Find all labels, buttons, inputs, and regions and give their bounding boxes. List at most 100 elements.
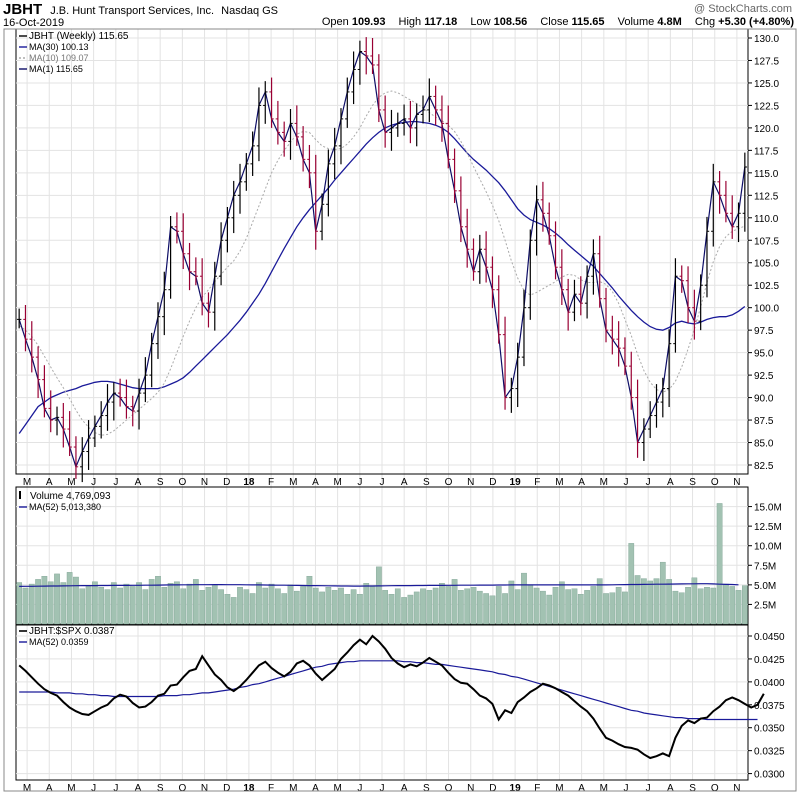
ratio-tick-label: 0.0375 (754, 701, 785, 712)
volume-bar (110, 582, 117, 625)
volume-bar (218, 589, 224, 625)
volume-bar (666, 579, 672, 625)
volume-bar (495, 586, 502, 625)
volume-bar (577, 594, 584, 625)
month-label: N (201, 477, 208, 488)
volume-bar (527, 584, 534, 625)
volume-bar (312, 587, 319, 625)
volume-bar (161, 587, 168, 625)
volume-bar (678, 592, 685, 625)
volume-bar (262, 587, 269, 625)
volume-bar (136, 582, 142, 625)
chart-border (3, 28, 797, 792)
month-label: A (578, 477, 585, 488)
volume-bar (92, 581, 98, 625)
volume-bar (514, 589, 521, 625)
month-label: J (646, 477, 651, 488)
price-legend-entry: MA(30) 100.13 (29, 42, 89, 52)
volume-bar (394, 588, 401, 625)
price-tick-label: 127.5 (754, 56, 779, 67)
volume-bar (224, 594, 231, 625)
volume-bar (211, 584, 218, 625)
price-tick-label: 97.5 (754, 326, 774, 337)
volume-bar (483, 593, 489, 625)
volume-tick-label: 7.5M (754, 561, 776, 572)
volume-bar (300, 586, 306, 625)
price-tick-label: 110.0 (754, 214, 779, 225)
month-label: J (357, 477, 362, 488)
month-label-bottom: S (157, 783, 164, 794)
month-label-bottom: M (23, 783, 31, 794)
ratio-tick-label: 0.0400 (754, 678, 785, 689)
volume-tick-label: 2.5M (754, 600, 776, 611)
price-tick-label: 105.0 (754, 259, 779, 270)
volume-bar (558, 581, 565, 625)
month-label-bottom: F (534, 783, 540, 794)
month-label: M (67, 477, 75, 488)
ratio-tick-label: 0.0450 (754, 632, 785, 643)
low-value: 108.56 (493, 16, 528, 28)
volume-bar (73, 576, 79, 625)
month-label: O (178, 477, 186, 488)
price-tick-label: 122.5 (754, 101, 779, 112)
ratio-panel-frame (15, 624, 749, 781)
volume-tick-label: 12.5M (754, 522, 782, 533)
ratio-ma52-line (19, 660, 758, 721)
month-label-bottom: N (733, 783, 740, 794)
month-label-bottom: N (201, 783, 208, 794)
month-label: D (223, 477, 230, 488)
month-label-bottom: O (445, 783, 453, 794)
volume-bar (546, 594, 553, 625)
month-label: S (157, 477, 164, 488)
price-tick-label: 120.0 (754, 124, 779, 135)
volume-bar (590, 586, 597, 625)
high-label: High (398, 16, 422, 28)
volume-ma52-line (19, 583, 739, 587)
volume-legend-entry: MA(52) 5,013,380 (29, 502, 101, 512)
volume-bar (571, 588, 578, 625)
volume-bar (54, 573, 60, 625)
volume-bar (628, 543, 635, 625)
exchange-name: Nasdaq GS (221, 5, 279, 17)
volume-legend-swatch (19, 491, 21, 499)
volume-bar (249, 593, 256, 625)
volume-bar (243, 589, 250, 625)
volume-bar (16, 582, 23, 625)
volume-bar (325, 587, 332, 625)
volume-bar (268, 583, 275, 625)
volume-bar (230, 597, 237, 625)
price-legend-entry: MA(10) 109.07 (29, 53, 89, 63)
price-tick-label: 100.0 (754, 304, 779, 315)
volume-bar (369, 585, 376, 625)
volume-bar (375, 566, 382, 625)
volume-bar (174, 581, 180, 625)
volume-bar (735, 590, 742, 625)
volume-bar (306, 576, 313, 625)
change-value: +5.30 (+4.80%) (718, 16, 794, 28)
price-tick-label: 107.5 (754, 236, 779, 247)
volume-bar (603, 593, 609, 625)
month-label: A (312, 477, 319, 488)
month-label: M (23, 477, 31, 488)
volume-bar (533, 587, 540, 625)
chart-title: JBHT J.B. Hunt Transport Services, Inc. … (3, 1, 278, 18)
volume-tick-label: 5.0M (754, 581, 776, 592)
volume-bar (729, 586, 736, 625)
price-tick-label: 112.5 (754, 191, 779, 202)
volume-bar (199, 590, 206, 625)
volume-bar (256, 582, 262, 625)
month-label: M (555, 477, 563, 488)
month-label: A (46, 477, 53, 488)
watermark: @ StockCharts.com (694, 3, 792, 15)
month-label: J (91, 477, 96, 488)
price-tick-label: 125.0 (754, 79, 779, 90)
month-label: J (113, 477, 118, 488)
volume-bar (401, 597, 407, 625)
price-tick-label: 82.5 (754, 461, 774, 472)
month-label-bottom: M (555, 783, 563, 794)
volume-bar (66, 572, 73, 625)
volume-bar (521, 572, 527, 625)
volume-bar (331, 590, 338, 625)
volume-bar (338, 587, 344, 625)
volume-bar (350, 589, 357, 625)
